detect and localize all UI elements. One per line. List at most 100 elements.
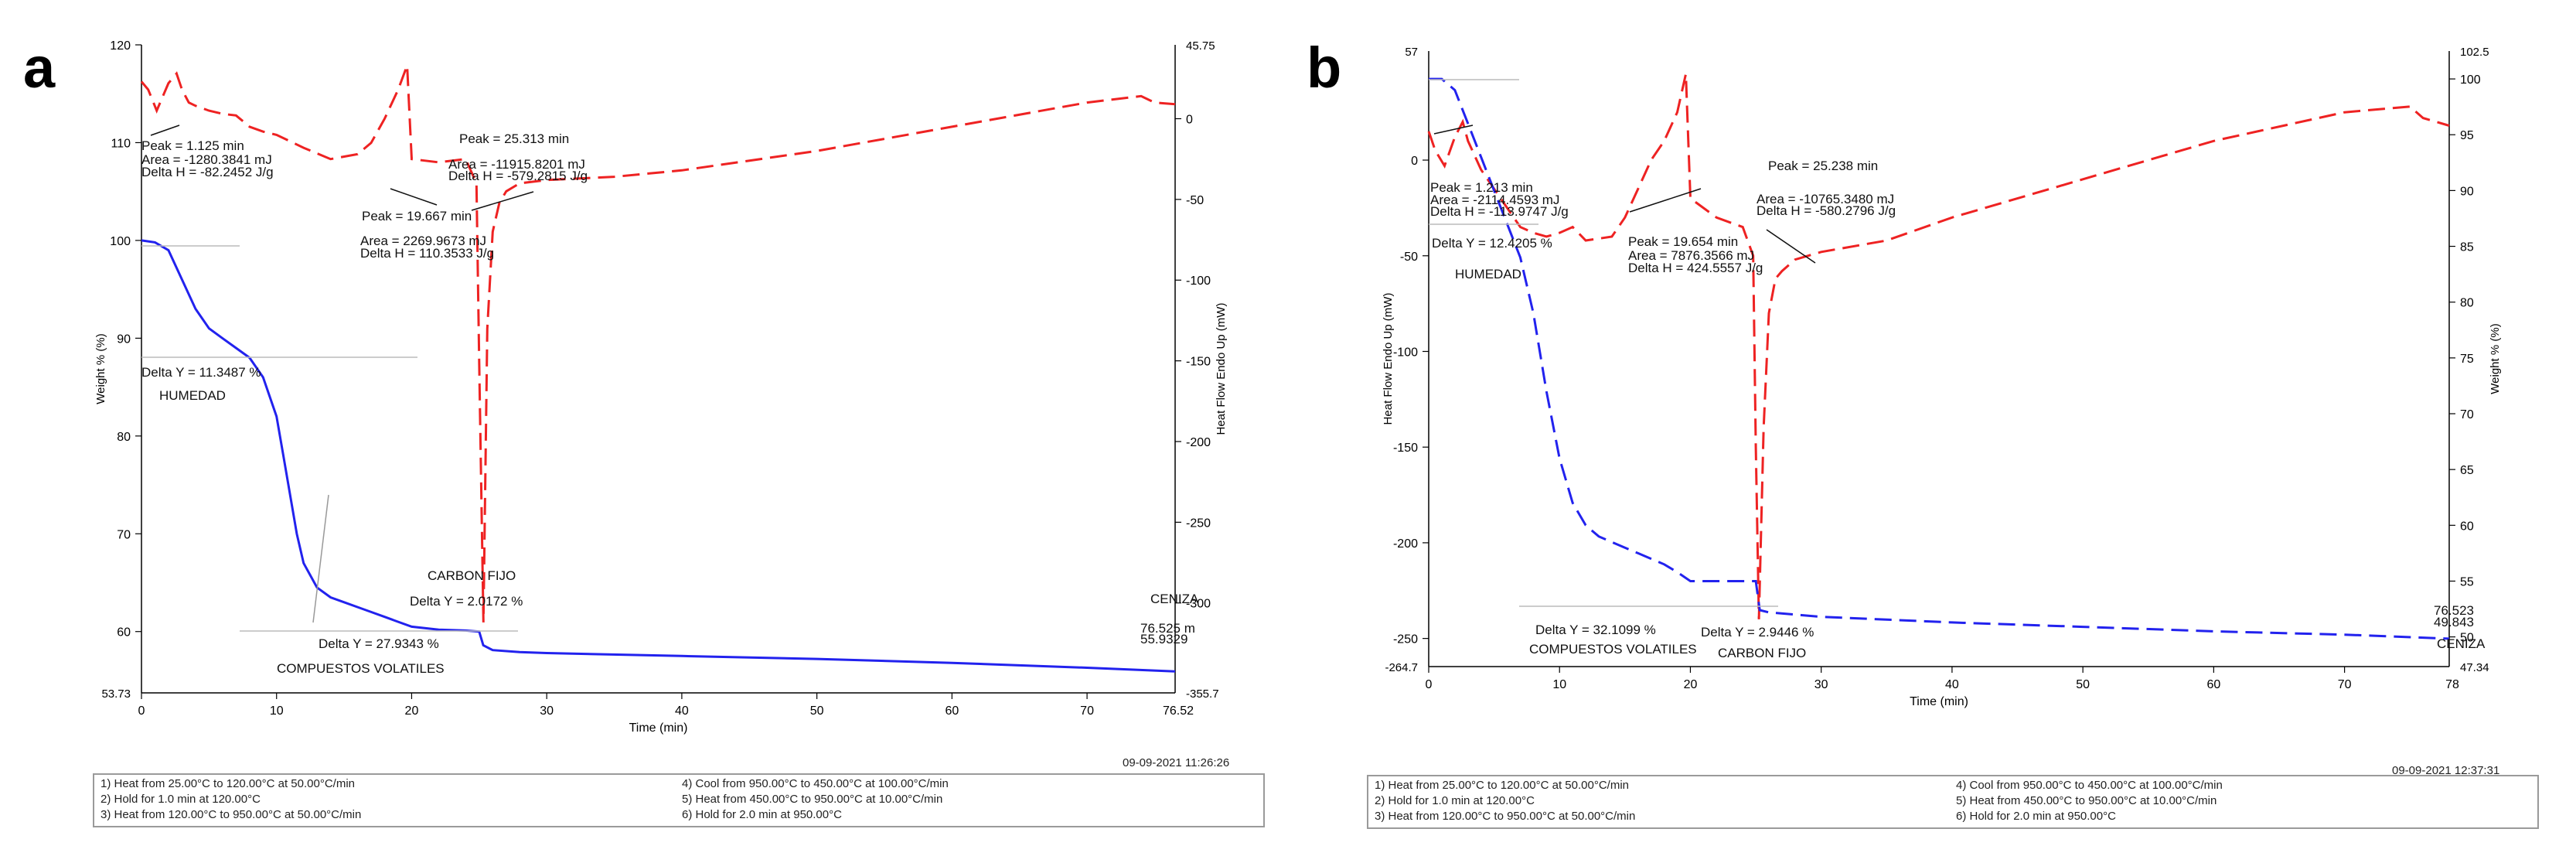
annotation-peak3: Peak = 19.667 min: [362, 209, 472, 223]
right-tick-label: -200: [1186, 436, 1211, 449]
right-tick-label: -100: [1186, 275, 1211, 288]
x-tick-label: 30: [1814, 678, 1828, 691]
series-line-weight: [141, 239, 1176, 673]
right-bottom-label: -355.7: [1186, 687, 1219, 701]
x-tick-label: 60: [945, 704, 959, 718]
annotation-deltah3: Delta H = 110.3533 J/g: [360, 246, 494, 261]
x-axis-title: Time (min): [1910, 695, 1968, 708]
x-tick-label: 10: [270, 704, 284, 718]
panel-b-step-3: 3) Heat from 120.00°C to 950.00°C at 50.…: [1375, 810, 1636, 823]
right-top-label: 102.5: [2460, 46, 2489, 59]
annotation-ceniza: CENIZA: [1150, 592, 1199, 606]
left-tick-label: -50: [1400, 251, 1418, 264]
panel-a-steps-box: 1) Heat from 25.00°C to 120.00°C at 50.0…: [93, 773, 1265, 827]
annotation-deltah2: Delta H = -579.2815 J/g: [448, 169, 588, 183]
baseline-peak1: [1433, 125, 1474, 135]
right-tick-label: 70: [2460, 408, 2474, 421]
x-tick-label: 0: [138, 704, 145, 718]
annotation-time-end: 76.525 m: [1140, 621, 1195, 636]
right-top-label: 45.75: [1186, 39, 1215, 53]
panel-a-timestamp: 09-09-2021 11:26:26: [1123, 756, 1230, 769]
panel-b-step-1: 1) Heat from 25.00°C to 120.00°C at 50.0…: [1375, 779, 1629, 792]
x-tick-label: 60: [2206, 678, 2220, 691]
right-tick-label: 80: [2460, 297, 2474, 310]
annotation-area1: Area = -1280.3841 mJ: [141, 152, 272, 167]
x-tick-label: 30: [540, 704, 554, 718]
left-bottom-label: 53.73: [101, 687, 131, 701]
right-axis-title: Weight % (%): [2489, 323, 2502, 394]
right-tick-label: 100: [2460, 73, 2481, 87]
panel-a-step-1: 1) Heat from 25.00°C to 120.00°C at 50.0…: [101, 777, 355, 790]
right-tick-label: 0: [1186, 114, 1193, 127]
panel-b-step-2: 2) Hold for 1.0 min at 120.00°C: [1375, 794, 1535, 807]
left-tick-label: 70: [117, 528, 131, 541]
baseline-peak2: [1766, 229, 1816, 264]
annotation-area1: Area = -2114.4593 mJ: [1430, 193, 1559, 207]
annotation-humedad: HUMEDAD: [159, 388, 226, 403]
left-tick-label: 110: [111, 137, 131, 150]
left-tick-label: -200: [1393, 537, 1418, 551]
annotation-deltay-humedad: Delta Y = 11.3487 %: [141, 365, 261, 380]
panel-b-step-4: 4) Cool from 950.00°C to 450.00°C at 100…: [1956, 779, 2223, 792]
annotation-humedad: HUMEDAD: [1455, 267, 1521, 281]
right-tick-label: -250: [1186, 517, 1211, 530]
annotation-peak2: Peak = 25.238 min: [1768, 159, 1878, 173]
x-tick-label: 40: [675, 704, 689, 718]
panel-a-step-3: 3) Heat from 120.00°C to 950.00°C at 50.…: [101, 808, 362, 821]
annotation-area2: Area = -11915.8201 mJ: [448, 157, 585, 172]
panel-b-steps-box: 1) Heat from 25.00°C to 120.00°C at 50.0…: [1367, 775, 2539, 829]
x-axis-title: Time (min): [629, 721, 688, 735]
annotation-time-end: 76.523: [2434, 603, 2474, 618]
left-axis-title: Heat Flow Endo Up (mW): [1382, 293, 1395, 425]
annotation-deltah3: Delta H = 424.5557 J/g: [1628, 261, 1763, 275]
right-bottom-label: 47.34: [2460, 661, 2489, 674]
right-tick-label: -300: [1186, 598, 1211, 611]
annotation-area2: Area = -10765.3480 mJ: [1757, 192, 1894, 206]
annotation-volatiles: COMPUESTOS VOLATILES: [1529, 642, 1697, 657]
left-tick-label: 60: [117, 626, 131, 640]
annotation-deltay-volatiles: Delta Y = 27.9343 %: [319, 636, 439, 651]
left-tick-label: -150: [1393, 442, 1418, 455]
annotation-weight-end: 55.9329: [1140, 632, 1187, 646]
x-tick-label: 70: [2338, 678, 2352, 691]
left-bottom-label: -264.7: [1385, 661, 1418, 674]
right-tick-label: -150: [1186, 356, 1211, 369]
right-tick-label: -50: [1186, 194, 1204, 207]
panel-a-step-5: 5) Heat from 450.00°C to 950.00°C at 10.…: [682, 793, 943, 806]
annotation-deltah1: Delta H = -113.9747 J/g: [1430, 204, 1569, 219]
panel-b-step-6: 6) Hold for 2.0 min at 950.00°C: [1956, 810, 2116, 823]
left-tick-label: 120: [110, 39, 131, 53]
baseline-peak2: [390, 188, 438, 206]
right-tick-label: 60: [2460, 520, 2474, 533]
baseline-peak3: [471, 191, 534, 211]
series-line-heatflow: [140, 65, 1176, 623]
x-end-label: 78: [2445, 678, 2459, 691]
annotation-deltay-carbon: Delta Y = 2.0172 %: [410, 594, 523, 609]
annotation-peak1: Peak = 1.125 min: [141, 138, 244, 153]
x-tick-label: 50: [810, 704, 824, 718]
baseline-peak3: [1629, 188, 1702, 213]
annotation-area3: Area = 7876.3566 mJ: [1628, 248, 1754, 263]
series-line-heatflow: [1427, 73, 2450, 619]
annotation-carbon-fijo: CARBON FIJO: [1718, 646, 1806, 660]
right-tick-label: 75: [2460, 353, 2474, 366]
right-tick-label: 65: [2460, 464, 2474, 477]
x-tick-label: 20: [1684, 678, 1698, 691]
annotation-volatiles: COMPUESTOS VOLATILES: [277, 661, 445, 676]
annotation-carbon-fijo: CARBON FIJO: [428, 568, 516, 583]
annotation-area3: Area = 2269.9673 mJ: [360, 234, 486, 248]
left-tick-label: -100: [1393, 346, 1418, 359]
annotation-ceniza: CENIZA: [2437, 636, 2486, 651]
annotation-peak3: Peak = 19.654 min: [1628, 234, 1738, 249]
panel-b-step-5: 5) Heat from 450.00°C to 950.00°C at 10.…: [1956, 794, 2217, 807]
annotation-deltay-humedad: Delta Y = 12.4205 %: [1432, 236, 1552, 251]
x-tick-label: 10: [1552, 678, 1566, 691]
left-tick-label: -250: [1393, 633, 1418, 646]
leader-volatiles: [312, 494, 329, 623]
panel-a-step-4: 4) Cool from 950.00°C to 450.00°C at 100…: [682, 777, 949, 790]
annotation-weight-end: 49.843: [2434, 615, 2474, 629]
right-tick-label: 85: [2460, 241, 2474, 254]
panel-a-letter: a: [23, 36, 56, 100]
annotation-deltah2: Delta H = -580.2796 J/g: [1757, 203, 1896, 218]
